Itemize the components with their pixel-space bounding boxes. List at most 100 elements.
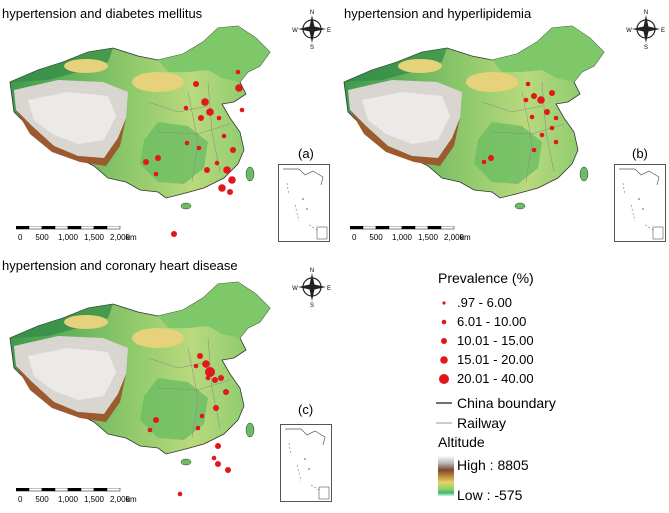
prevalence-point xyxy=(184,140,190,146)
prevalence-point xyxy=(553,139,559,145)
legend-title: Prevalence (%) xyxy=(438,270,534,286)
point-symbol-icon xyxy=(441,338,447,344)
prevalence-point xyxy=(204,167,210,173)
compass-rose-icon: N S W E xyxy=(292,8,332,55)
compass-w-label: W xyxy=(292,28,298,34)
prevalence-point xyxy=(215,461,221,467)
compass-n-label: N xyxy=(310,10,314,16)
scale-tick-label: 1,000 xyxy=(58,233,79,242)
scale-tick-label: 1,500 xyxy=(84,495,105,504)
prevalence-point xyxy=(531,93,537,99)
scale-tick-label: 1,000 xyxy=(58,495,79,504)
compass-n-label: N xyxy=(644,10,648,16)
prevalence-points xyxy=(481,81,559,165)
scale-unit-label: km xyxy=(126,233,137,242)
panel-label: (b) xyxy=(632,146,648,161)
prevalence-points xyxy=(147,353,231,497)
point-symbol-icon xyxy=(442,301,446,305)
prevalence-point xyxy=(216,115,222,121)
compass-e-label: E xyxy=(327,286,331,292)
prevalence-point xyxy=(199,413,205,419)
prevalence-point xyxy=(523,97,529,103)
scale-unit-label: km xyxy=(126,495,137,504)
scale-tick-label: 2,000 xyxy=(110,233,131,242)
prevalence-point xyxy=(235,84,243,92)
prevalence-point xyxy=(218,184,226,192)
prevalence-point xyxy=(223,166,231,174)
map-panel-b: hypertension and hyperlipidemia (b) N S W E… xyxy=(334,0,669,250)
scale-tick-label: 500 xyxy=(369,233,383,242)
prevalence-point xyxy=(214,160,220,166)
point-symbol-icon xyxy=(441,319,447,325)
scale-bar: 0 500 1,000 1,500 2,000 km xyxy=(15,487,156,513)
south-china-sea-inset xyxy=(280,424,332,502)
prevalence-point xyxy=(153,417,159,423)
prevalence-point xyxy=(531,147,537,153)
scale-tick-label: 1,500 xyxy=(418,233,439,242)
prevalence-point xyxy=(213,405,219,411)
compass-rose-icon: N S W E xyxy=(626,8,666,55)
prevalence-point xyxy=(205,375,211,381)
south-china-sea-inset xyxy=(614,164,666,242)
compass-n-label: N xyxy=(310,268,314,274)
prevalence-point xyxy=(193,81,199,87)
scale-tick-label: 0 xyxy=(18,495,23,504)
scale-tick-label: 500 xyxy=(35,233,49,242)
prevalence-point xyxy=(223,389,229,395)
prevalence-point xyxy=(143,159,149,165)
compass-rose-icon: N S W E xyxy=(292,266,332,313)
prevalence-point xyxy=(525,81,531,87)
scale-tick-label: 1,000 xyxy=(392,233,413,242)
prevalence-point xyxy=(195,425,201,431)
prevalence-point xyxy=(529,114,535,120)
panel-label: (c) xyxy=(298,402,314,417)
scale-unit-label: km xyxy=(460,233,471,242)
prevalence-point xyxy=(235,69,241,75)
compass-e-label: E xyxy=(661,28,665,34)
compass-w-label: W xyxy=(292,286,298,292)
compass-s-label: S xyxy=(310,45,314,50)
scale-tick-label: 2,000 xyxy=(444,233,465,242)
prevalence-point xyxy=(153,171,159,177)
compass-s-label: S xyxy=(310,303,314,308)
scale-tick-label: 1,500 xyxy=(84,233,105,242)
prevalence-point xyxy=(549,90,555,96)
compass-w-label: W xyxy=(626,28,632,34)
compass-e-label: E xyxy=(327,28,331,34)
prevalence-point xyxy=(553,115,559,121)
prevalence-point xyxy=(197,353,203,359)
prevalence-point xyxy=(544,109,550,115)
prevalence-point xyxy=(481,159,487,165)
scale-tick-label: 0 xyxy=(352,233,357,242)
prevalence-point xyxy=(147,427,153,433)
prevalence-point xyxy=(539,132,545,138)
altitude-title: Altitude xyxy=(438,434,485,450)
prevalence-point xyxy=(488,155,494,161)
scale-tick-label: 0 xyxy=(18,233,23,242)
panel-label: (a) xyxy=(298,146,314,161)
panel-title: hypertension and hyperlipidemia xyxy=(344,6,532,21)
point-symbol-icon xyxy=(439,374,449,384)
boundary-line-icon xyxy=(436,402,452,404)
prevalence-point xyxy=(198,115,204,121)
prevalence-point xyxy=(227,189,233,195)
prevalence-point xyxy=(211,455,217,461)
prevalence-point xyxy=(215,443,221,449)
prevalence-point xyxy=(218,375,224,381)
scale-tick-label: 500 xyxy=(35,495,49,504)
prevalence-point xyxy=(206,108,214,116)
prevalence-point xyxy=(212,377,218,383)
prevalence-point xyxy=(193,363,199,369)
compass-s-label: S xyxy=(644,45,648,50)
prevalence-point xyxy=(201,98,209,106)
prevalence-point xyxy=(221,133,227,139)
prevalence-point xyxy=(230,147,236,153)
prevalence-point xyxy=(196,145,202,151)
map-panel-a: hypertension and diabetes mellitus (a) N… xyxy=(0,0,336,250)
altitude-color-ramp xyxy=(438,456,454,496)
prevalence-point xyxy=(228,176,236,184)
scale-tick-label: 2,000 xyxy=(110,495,131,504)
scale-bar: 0 500 1,000 1,500 2,000 km xyxy=(15,225,156,251)
prevalence-point xyxy=(155,155,161,161)
point-symbol-icon xyxy=(440,356,448,364)
